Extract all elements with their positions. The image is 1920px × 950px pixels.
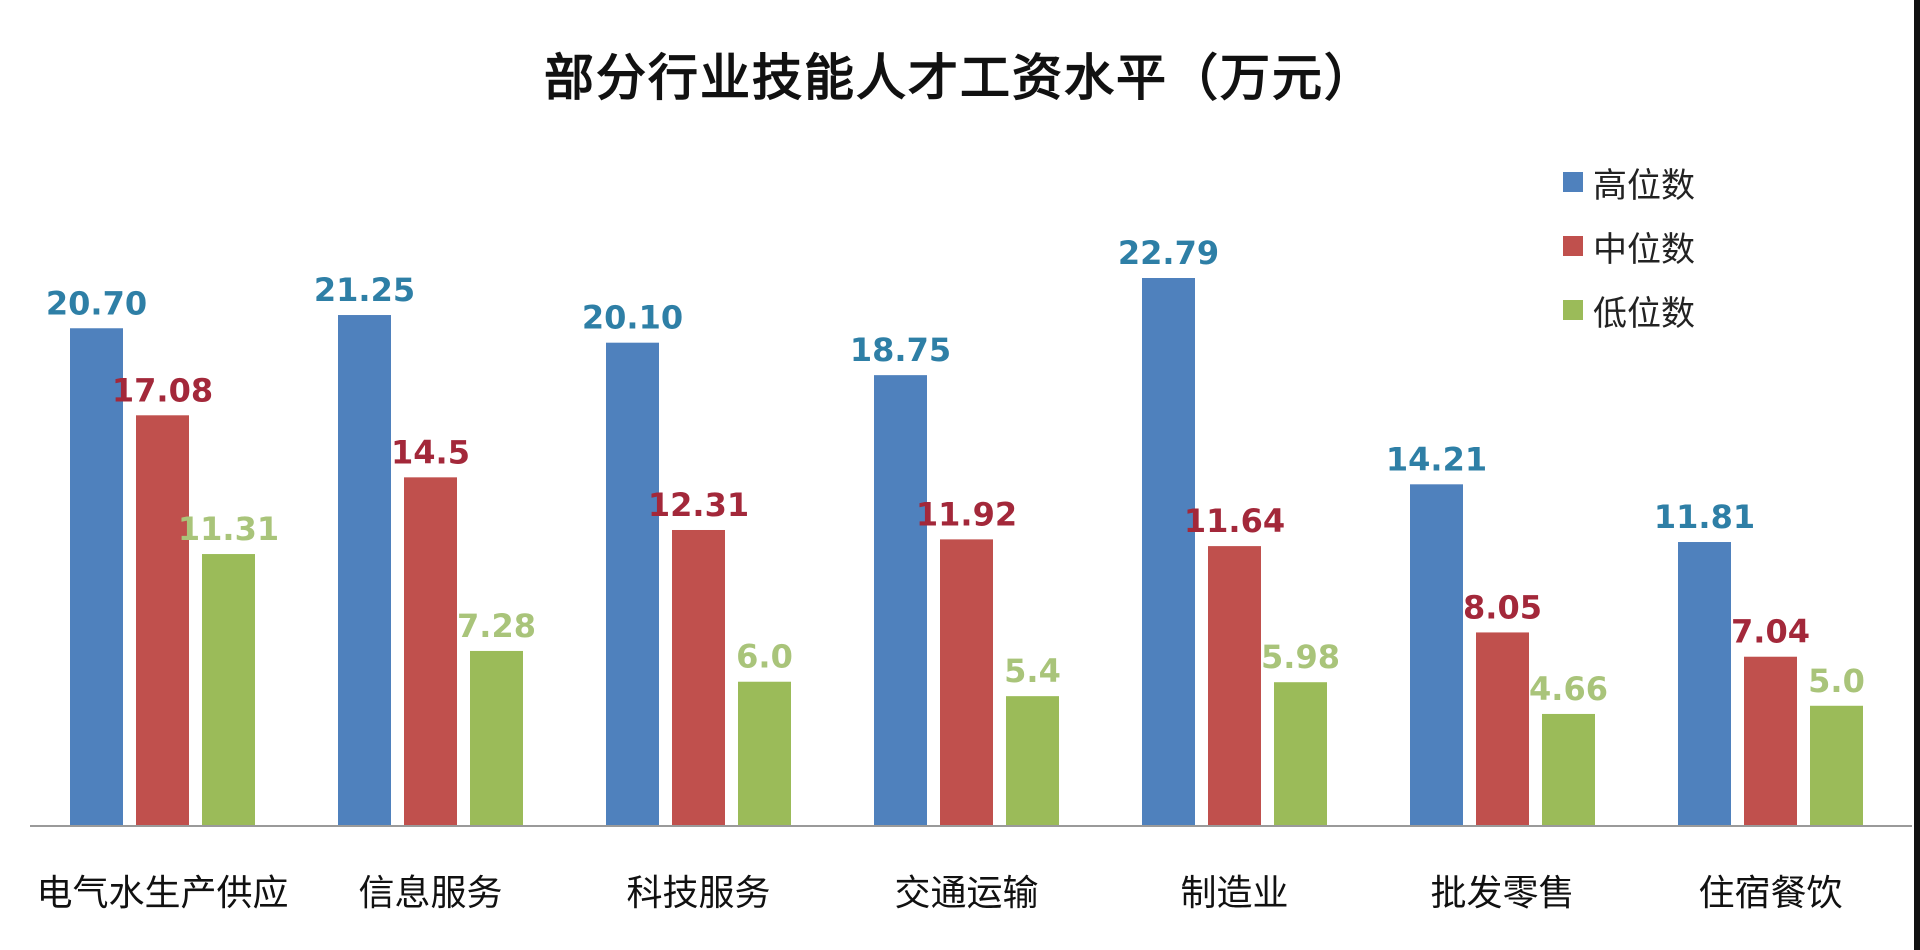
bar-low-1	[470, 650, 523, 826]
bar-low-2	[738, 681, 791, 826]
data-label-high-3: 18.75	[850, 331, 951, 369]
bar-high-3	[874, 375, 927, 826]
image-border	[1914, 0, 1920, 950]
x-tick-label-0: 电气水生产供应	[36, 873, 288, 914]
chart-title: 部分行业技能人才工资水平（万元）	[544, 49, 1376, 107]
data-label-low-4: 5.98	[1261, 638, 1340, 676]
bar-median-4	[1208, 546, 1261, 826]
data-label-low-3: 5.4	[1004, 652, 1061, 690]
legend-label-median: 中位数	[1593, 229, 1695, 270]
bar-median-5	[1476, 632, 1529, 826]
data-label-low-2: 6.0	[736, 638, 793, 676]
legend-swatch-high	[1563, 172, 1583, 192]
legend-swatch-low	[1563, 300, 1583, 320]
x-tick-label-6: 住宿餐饮	[1698, 873, 1842, 914]
x-tick-label-1: 信息服务	[358, 873, 502, 914]
legend-swatch-median	[1563, 236, 1583, 256]
bar-median-0	[136, 415, 189, 826]
data-label-high-6: 11.81	[1654, 498, 1755, 536]
legend-item-low: 低位数	[1563, 278, 1695, 342]
data-label-high-1: 21.25	[314, 271, 415, 309]
bar-low-4	[1274, 682, 1327, 826]
bar-median-1	[404, 477, 457, 826]
data-label-low-6: 5.0	[1808, 662, 1865, 700]
data-label-median-5: 8.05	[1463, 588, 1542, 626]
bar-median-6	[1744, 656, 1797, 826]
chart-legend: 高位数 中位数 低位数	[1563, 150, 1695, 342]
data-label-median-6: 7.04	[1731, 613, 1810, 651]
data-label-median-2: 12.31	[648, 486, 749, 524]
data-label-median-3: 11.92	[916, 495, 1017, 533]
bar-high-6	[1678, 542, 1731, 826]
data-label-high-0: 20.70	[46, 284, 147, 322]
x-tick-label-5: 批发零售	[1430, 873, 1574, 914]
data-label-median-0: 17.08	[112, 371, 213, 409]
legend-label-high: 高位数	[1593, 165, 1695, 206]
legend-label-low: 低位数	[1593, 293, 1695, 334]
bar-high-5	[1410, 484, 1463, 826]
x-tick-label-4: 制造业	[1180, 873, 1288, 914]
data-label-low-0: 11.31	[178, 510, 279, 548]
data-label-high-5: 14.21	[1386, 440, 1487, 478]
data-label-high-2: 20.10	[582, 299, 683, 337]
data-label-low-5: 4.66	[1529, 670, 1608, 708]
data-label-median-4: 11.64	[1184, 502, 1285, 540]
bar-high-1	[338, 315, 391, 826]
bar-median-3	[940, 539, 993, 826]
bar-low-6	[1810, 705, 1863, 826]
data-label-median-1: 14.5	[391, 433, 470, 471]
data-label-low-1: 7.28	[457, 607, 536, 645]
bar-low-0	[202, 554, 255, 826]
bar-high-2	[606, 342, 659, 826]
bar-median-2	[672, 529, 725, 826]
data-label-high-4: 22.79	[1118, 234, 1219, 272]
bar-high-4	[1142, 278, 1195, 826]
bar-low-3	[1006, 696, 1059, 826]
legend-item-median: 中位数	[1563, 214, 1695, 278]
bar-low-5	[1542, 713, 1595, 826]
bar-high-0	[70, 328, 123, 826]
x-tick-label-2: 科技服务	[626, 873, 770, 914]
legend-item-high: 高位数	[1563, 150, 1695, 214]
x-tick-label-3: 交通运输	[894, 873, 1038, 914]
